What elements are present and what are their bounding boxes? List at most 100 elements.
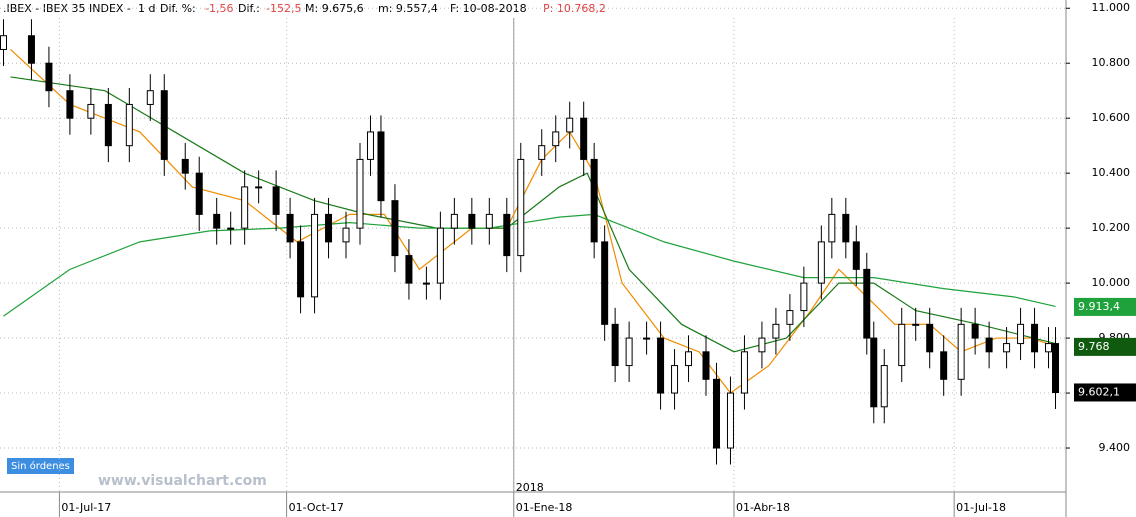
candle-body: [985, 337, 993, 353]
candle-body: [940, 351, 948, 380]
candle-body: [377, 131, 385, 202]
candle-body: [405, 255, 413, 284]
price-label-box: [1074, 337, 1136, 356]
y-tick-label: 11.000: [1092, 1, 1131, 14]
candle-body: [286, 213, 294, 243]
candle-body: [195, 172, 203, 215]
y-tick-label: 10.600: [1092, 111, 1131, 124]
candle-body: [45, 62, 53, 92]
price: P: 10.768,2: [543, 2, 606, 15]
watermark: www.visualchart.com: [98, 473, 267, 489]
price-label: 9.768: [1078, 340, 1110, 353]
candle-body: [0, 35, 7, 50]
x-tick-label: 01-Ene-18: [516, 501, 573, 514]
candle-body: [27, 35, 35, 64]
candle-body: [611, 323, 619, 367]
y-tick-label: 10.800: [1092, 56, 1131, 69]
candle-body: [160, 90, 168, 160]
candle-body: [272, 186, 280, 215]
candle-body: [125, 103, 133, 147]
candle-body: [146, 90, 154, 105]
candle-body: [366, 131, 374, 160]
orders-button-label[interactable]: Sin órdenes: [11, 460, 70, 472]
candle-body: [342, 227, 350, 243]
symbol: .IBEX - IBEX 35 INDEX -: [3, 2, 131, 15]
period: 1 d: [138, 2, 155, 15]
candle-body: [786, 310, 794, 325]
orders-button[interactable]: [7, 458, 74, 474]
candle-body: [517, 158, 525, 257]
candle-body: [643, 337, 651, 340]
price-label: 9.913,4: [1078, 300, 1120, 313]
y-tick-label: 10.200: [1092, 221, 1131, 234]
candle-body: [391, 200, 399, 257]
candle-body: [870, 337, 878, 408]
x-tick-label: 01-Jul-17: [61, 501, 111, 514]
candle-body: [227, 227, 235, 230]
candle-body: [726, 392, 734, 449]
candle-body: [772, 323, 780, 339]
candle-body: [817, 241, 825, 284]
price-label: 9.602,1: [1078, 385, 1120, 398]
header: .IBEX - IBEX 35 INDEX - 1 d Dif. %: -1,5…: [3, 2, 606, 15]
candle-body: [957, 323, 965, 380]
candle-body: [436, 227, 444, 284]
candle-body: [1045, 343, 1053, 353]
candle-body: [566, 117, 574, 133]
candle-body: [740, 351, 748, 394]
candle-body: [863, 268, 871, 339]
x-tick-label: 01-Abr-18: [736, 501, 790, 514]
max: M: 9.675,6: [305, 2, 364, 15]
candle-body: [538, 145, 546, 160]
pct-label: Dif. %:: [160, 2, 196, 15]
candle-body: [311, 213, 319, 298]
diff: -152,5: [266, 2, 301, 15]
candle-body: [852, 241, 860, 270]
y-tick-label: 9.400: [1099, 441, 1131, 454]
candle-body: [255, 186, 263, 189]
candle-body: [66, 90, 74, 119]
candle-body: [468, 213, 476, 229]
candle-body: [671, 365, 679, 394]
pct: -1,56: [205, 2, 233, 15]
candle-body: [181, 158, 189, 174]
candle-body: [880, 365, 888, 408]
candle-body: [241, 186, 249, 229]
candle-body: [104, 103, 112, 147]
candle-body: [590, 158, 598, 243]
price-label-box: [1074, 383, 1136, 402]
candle-body: [450, 213, 458, 229]
candle-body: [485, 213, 493, 229]
candle-body: [971, 323, 979, 339]
candle-body: [422, 282, 430, 285]
candle-body: [657, 337, 665, 394]
candle-body: [712, 378, 720, 449]
candle-body: [87, 103, 95, 119]
candle-body: [898, 323, 906, 367]
candle-body: [926, 323, 934, 353]
candle-body: [842, 213, 850, 243]
candle-body: [702, 351, 710, 380]
candle-body: [552, 131, 560, 147]
y-tick-label: 10.400: [1092, 166, 1131, 179]
candle-body: [758, 337, 766, 353]
x-tick-label: 01-Oct-17: [289, 501, 344, 514]
x-tick-label: 01-Jul-18: [956, 501, 1006, 514]
candle-body: [503, 213, 511, 257]
candle-body: [580, 117, 588, 160]
candle-body: [1031, 323, 1039, 353]
candle-body: [828, 213, 836, 243]
candle-body: [213, 213, 221, 229]
candle-body: [800, 282, 808, 312]
y-tick-label: 10.000: [1092, 276, 1131, 289]
candle-body: [625, 337, 633, 367]
year-label: 2018: [516, 481, 544, 494]
candle-body: [1003, 343, 1011, 353]
candle-body: [356, 158, 364, 229]
min: m: 9.557,4: [378, 2, 438, 15]
price-label-box: [1074, 297, 1136, 316]
candle-body: [685, 351, 693, 367]
candle-body: [601, 241, 609, 325]
